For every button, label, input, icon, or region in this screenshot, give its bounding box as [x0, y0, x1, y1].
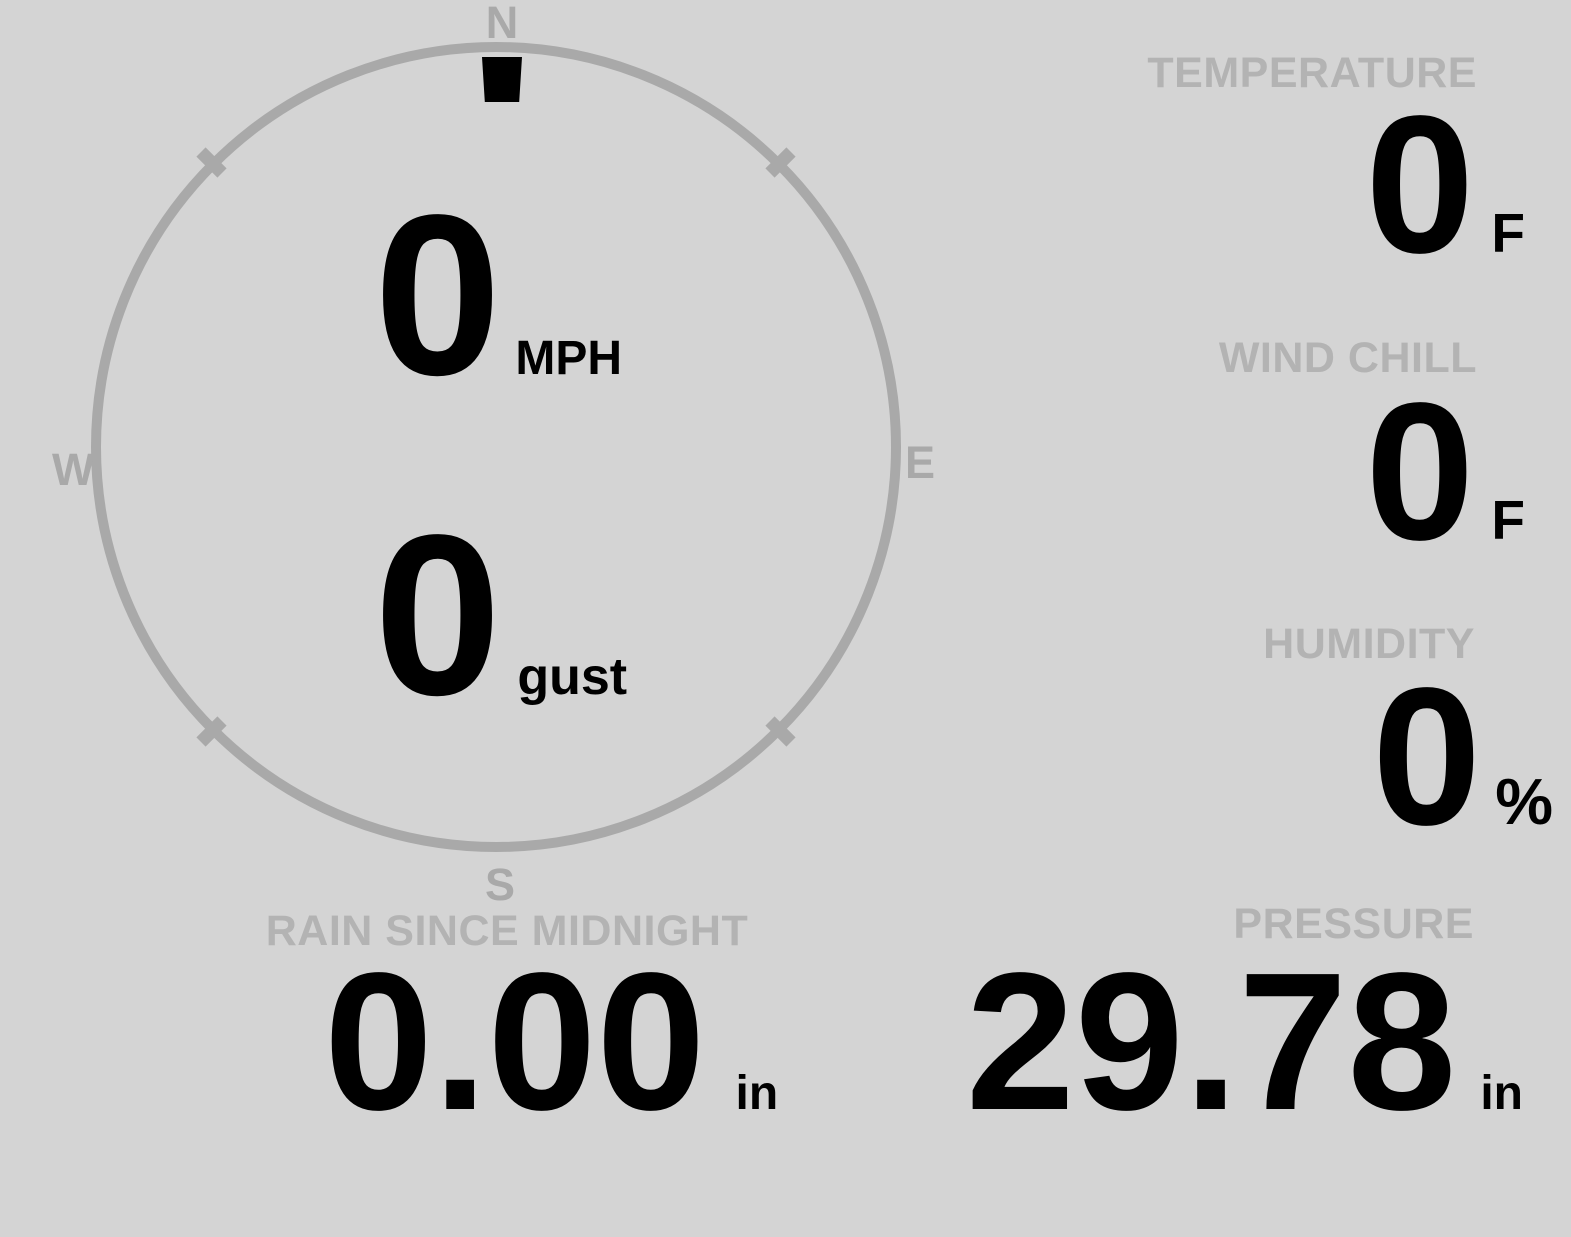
wind-gust-unit: gust — [517, 648, 628, 706]
wind-chill-label: WIND CHILL — [1218, 334, 1477, 382]
pressure: 29.78 in — [966, 944, 1523, 1140]
compass-cardinal-south: S — [484, 859, 516, 910]
temperature: 0 F — [1365, 87, 1525, 283]
wind-speed-unit: MPH — [515, 332, 623, 385]
rain-since-midnight-value: 0.00 — [324, 932, 706, 1151]
wind-speed: 0 MPH — [374, 181, 622, 410]
temperature-unit: F — [1491, 202, 1525, 264]
wind-chill-value: 0 — [1365, 362, 1475, 581]
pressure-value: 29.78 — [965, 932, 1457, 1151]
compass-cardinal-west: W — [52, 444, 95, 495]
rain-since-midnight-label: RAIN SINCE MIDNIGHT — [265, 907, 749, 955]
rain-since-midnight-unit: in — [735, 1067, 779, 1120]
temperature-label: TEMPERATURE — [1147, 49, 1477, 97]
wind-gust-value: 0 — [374, 487, 502, 743]
compass-ring — [91, 42, 901, 852]
wind-gust: 0 gust — [374, 501, 627, 730]
wind-chill: 0 F — [1365, 374, 1525, 570]
wind-chill-unit: F — [1491, 489, 1525, 551]
humidity-value: 0 — [1372, 647, 1482, 866]
wind-speed-value: 0 — [374, 167, 502, 423]
humidity-label: HUMIDITY — [1263, 620, 1475, 668]
humidity: 0 % — [1372, 659, 1553, 855]
compass-cardinal-north: N — [485, 0, 519, 48]
temperature-value: 0 — [1365, 75, 1475, 294]
rain-since-midnight: 0.00 in — [324, 944, 778, 1140]
pressure-label: PRESSURE — [1233, 900, 1474, 948]
compass-tick-marks — [196, 147, 796, 747]
compass-cardinal-east: E — [905, 437, 936, 488]
wind-direction-marker-icon — [482, 57, 522, 102]
humidity-unit: % — [1495, 765, 1553, 838]
pressure-unit: in — [1480, 1067, 1523, 1120]
